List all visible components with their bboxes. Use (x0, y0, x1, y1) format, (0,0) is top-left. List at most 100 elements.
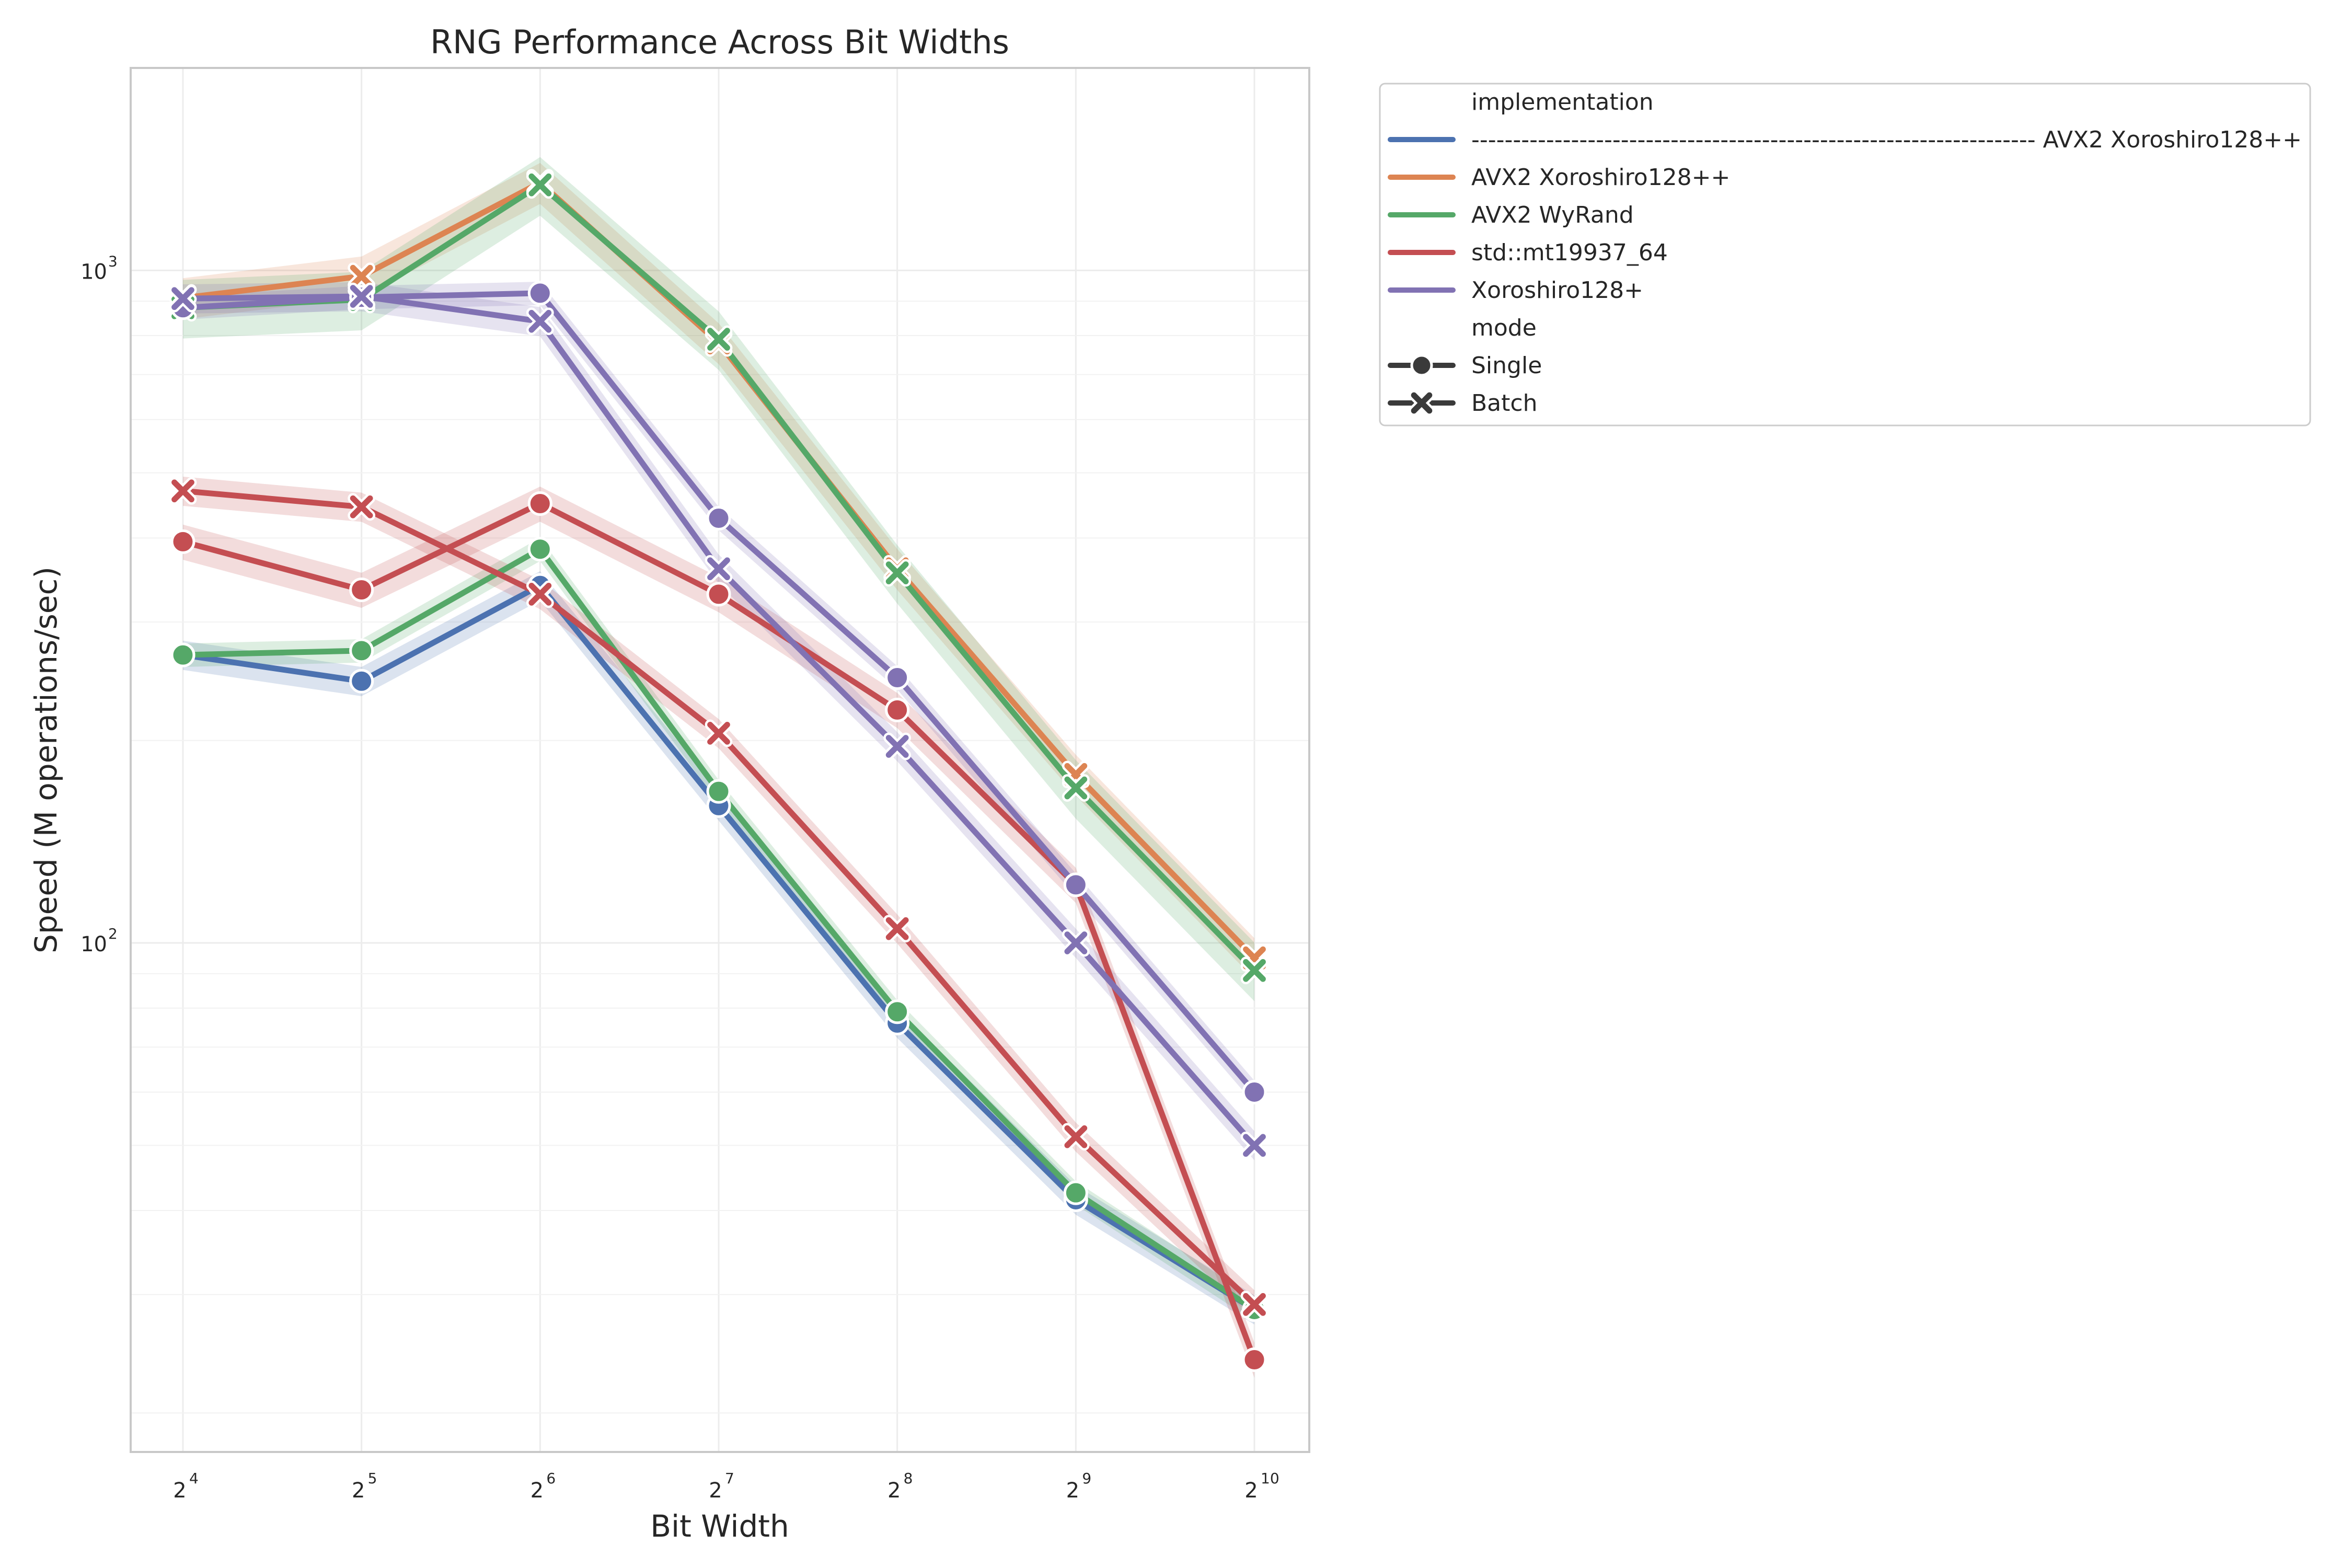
data-point-x (1062, 774, 1090, 802)
x-tick-label: 2 (352, 1479, 365, 1503)
legend-entry-label: AVX2 Xoroshiro128++ (1471, 164, 1730, 191)
legend-title-implementation: implementation (1471, 89, 1654, 116)
confidence-band (183, 487, 1254, 1378)
data-point-x (883, 559, 912, 587)
data-point-circle (527, 491, 552, 516)
legend-entry-label: ----------------------------------------… (1471, 126, 2302, 153)
data-point-x (526, 307, 554, 336)
data-point-circle (706, 582, 731, 607)
data-point-x (526, 580, 554, 608)
data-point-circle (527, 537, 552, 562)
data-point-x-stroke (528, 309, 552, 333)
data-point-x (1062, 929, 1090, 957)
x-tick-exponent: 7 (725, 1470, 734, 1487)
data-point-x-stroke (1243, 959, 1266, 982)
data-point-x (526, 171, 554, 199)
data-point-x (348, 262, 376, 291)
data-point-x-stroke (350, 264, 373, 288)
data-point-circle (1063, 872, 1088, 897)
data-point-x-stroke (1064, 1125, 1088, 1148)
data-point-circle (170, 529, 195, 554)
data-point-x-stroke (350, 285, 373, 308)
data-point-x-stroke (707, 722, 730, 745)
data-point-x-stroke (885, 561, 909, 584)
chart-title: RNG Performance Across Bit Widths (430, 23, 1009, 61)
legend-entry-label: AVX2 WyRand (1471, 202, 1634, 228)
data-point-x (705, 325, 733, 353)
legend-entry-label: Xoroshiro128+ (1471, 277, 1643, 304)
x-tick-exponent: 9 (1082, 1470, 1091, 1487)
data-point-circle (349, 638, 374, 663)
x-tick-label: 2 (531, 1479, 544, 1503)
legend: implementation --------------------------… (1379, 83, 2311, 426)
data-point-x (883, 915, 912, 943)
data-point-x (348, 282, 376, 310)
legend-box (1379, 83, 2311, 426)
data-point-x (1409, 390, 1435, 416)
data-point-x-stroke (885, 735, 909, 758)
data-point-circle (885, 665, 910, 690)
data-point-circle (349, 668, 374, 694)
grid-layer (131, 67, 1309, 1452)
data-point-x-stroke (171, 287, 194, 310)
data-point-x-stroke (350, 495, 373, 518)
data-point-x-stroke (1411, 392, 1433, 414)
data-point-circle (349, 577, 374, 602)
data-point-x-stroke (528, 173, 552, 197)
data-point-x (1062, 1123, 1090, 1151)
y-tick-exponent: 3 (108, 252, 118, 270)
x-tick-label: 2 (887, 1479, 901, 1503)
x-tick-label: 2 (1244, 1479, 1258, 1503)
x-tick-exponent: 4 (189, 1470, 199, 1487)
data-point-circle (1242, 1347, 1267, 1373)
data-point-x (169, 477, 197, 505)
data-point-x (1240, 956, 1269, 985)
x-tick-label: 2 (173, 1479, 186, 1503)
data-point-x-stroke (1064, 776, 1088, 800)
data-point-x-stroke (1243, 1293, 1266, 1316)
confidence-band (183, 163, 1254, 979)
series-markers (169, 169, 1269, 1373)
data-point-x-stroke (707, 328, 730, 351)
x-tick-label: 2 (1066, 1479, 1079, 1503)
data-point-x-stroke (528, 582, 552, 606)
x-tick-exponent: 6 (546, 1470, 556, 1487)
y-tick-label: 10 (80, 260, 107, 284)
y-tick-exponent: 2 (108, 925, 118, 942)
x-axis-label: Bit Width (650, 1508, 789, 1544)
data-point-circle (885, 999, 910, 1024)
data-point-x-stroke (171, 479, 194, 503)
x-tick-exponent: 5 (368, 1470, 377, 1487)
data-point-x (1240, 1290, 1269, 1319)
data-point-x (883, 732, 912, 760)
plot-frame (130, 67, 1310, 1453)
data-point-circle (1410, 354, 1433, 377)
y-axis-label: Speed (M operations/sec) (28, 567, 64, 953)
data-point-x (705, 719, 733, 747)
data-point-x-stroke (1064, 931, 1088, 954)
data-point-x (348, 493, 376, 521)
confidence-band (183, 157, 1254, 1001)
data-point-x (705, 555, 733, 583)
data-point-circle (527, 281, 552, 306)
y-tick-label: 10 (80, 932, 107, 956)
data-point-circle (885, 697, 910, 722)
data-point-circle (170, 642, 195, 667)
data-point-x-stroke (1243, 1134, 1266, 1157)
confidence-band (183, 571, 1254, 1325)
legend-style-label: Single (1471, 352, 1542, 379)
data-point-circle (706, 779, 731, 804)
data-point-x (169, 284, 197, 313)
legend-title-mode: mode (1471, 315, 1537, 341)
data-point-circle (706, 506, 731, 531)
data-point-x (1240, 1131, 1269, 1159)
data-point-x-stroke (707, 557, 730, 581)
x-tick-exponent: 10 (1261, 1470, 1279, 1487)
x-tick-exponent: 8 (904, 1470, 913, 1487)
data-point-x-stroke (885, 917, 909, 940)
x-tick-label: 2 (709, 1479, 722, 1503)
data-point-circle (1242, 1079, 1267, 1104)
